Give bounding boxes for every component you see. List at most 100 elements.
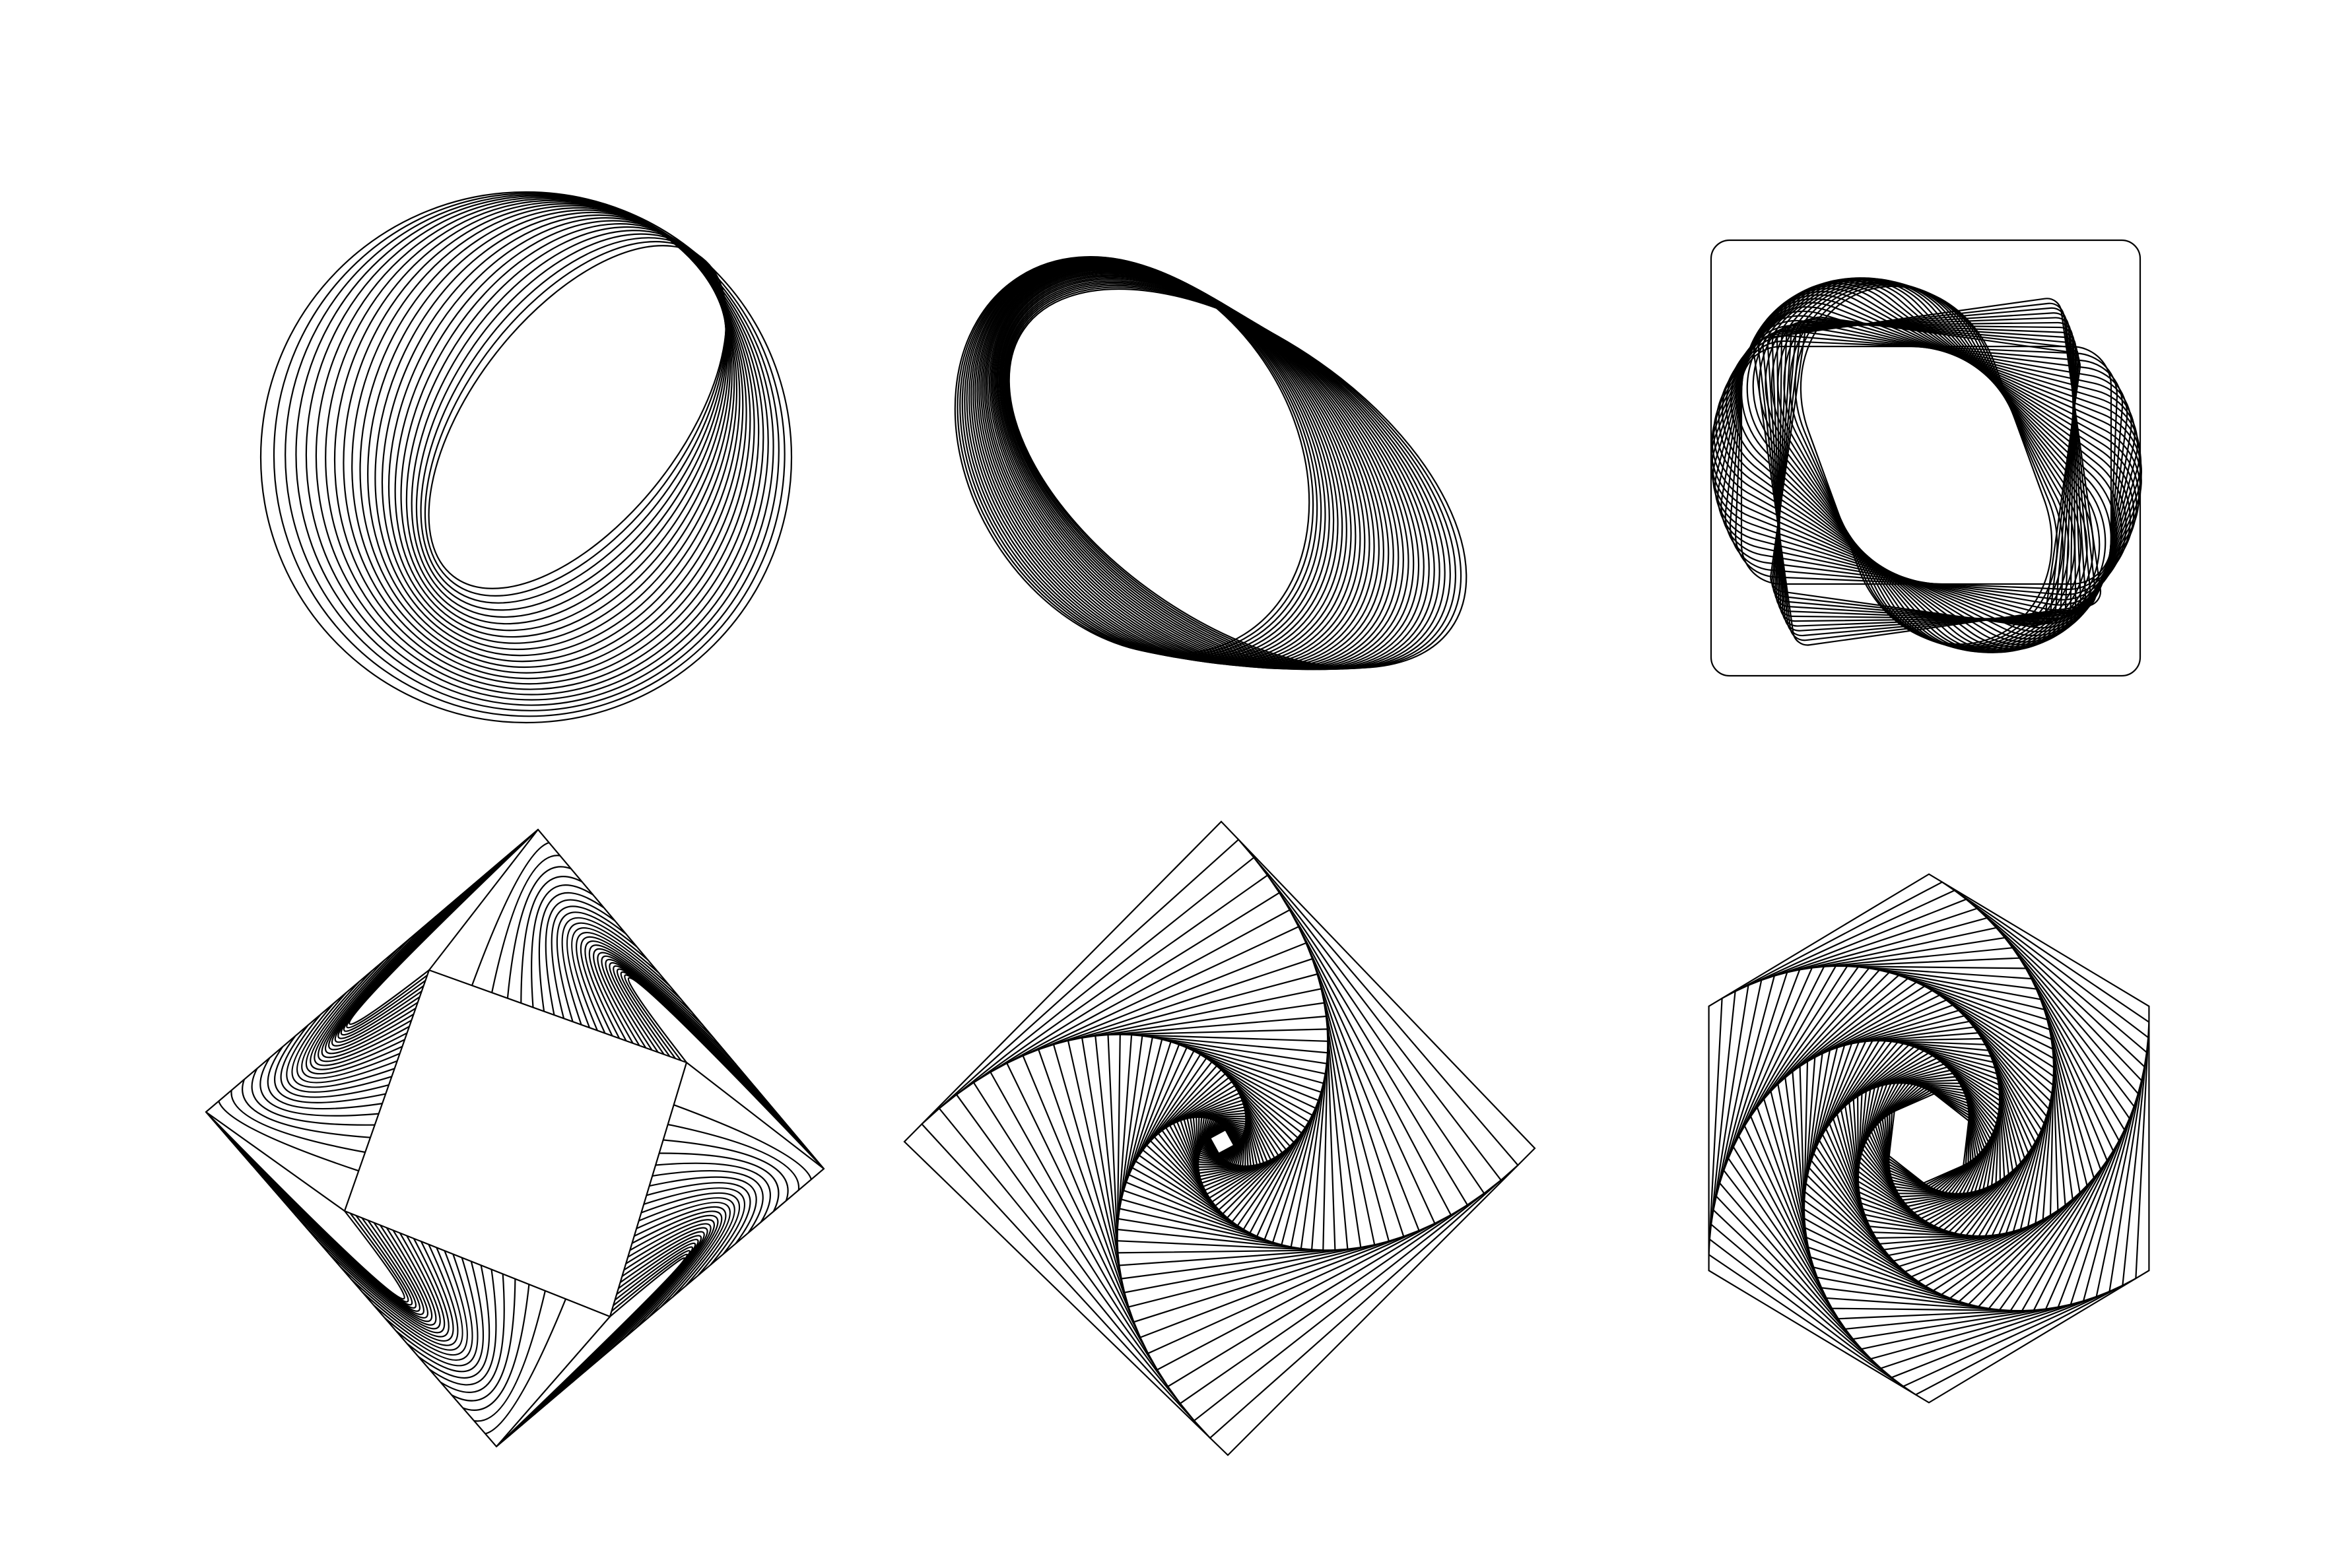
twist-line (496, 1257, 686, 1447)
square-spiral-line (1164, 1084, 1279, 1199)
hexagon-spiral-line (1868, 1082, 1990, 1194)
woven-ellipse-line (959, 256, 1318, 657)
hexagon-spiral-line (1865, 1079, 1993, 1198)
twist-line (406, 1261, 485, 1373)
woven-ellipse-line (992, 268, 1394, 669)
twist-line (474, 1290, 546, 1422)
hexagon-spiral-line (1712, 907, 2145, 1369)
hexagon-spiral-line (1848, 1047, 2009, 1229)
twist-line (291, 1002, 395, 1088)
woven-ellipse-line (1006, 284, 1457, 670)
twist-line (280, 1024, 389, 1098)
inner-square-line (1771, 317, 2082, 627)
twist-line (218, 1101, 359, 1172)
square-spiral-line (1196, 1115, 1249, 1168)
twist-line (428, 829, 539, 971)
twist-line (328, 1238, 450, 1338)
twist-line (646, 1182, 751, 1255)
twist-line (667, 1123, 799, 1191)
woven-ellipse-line (964, 257, 1326, 659)
nested-ellipse-line (273, 193, 786, 717)
rotated-rounded-square-line (1800, 285, 2053, 645)
twist-line (272, 1189, 428, 1319)
square-spiral-line (1118, 1036, 1326, 1248)
nested-ellipse-line (285, 194, 780, 711)
woven-ellipse-line (999, 275, 1425, 670)
hexagon-spiral-line (1806, 1009, 2052, 1268)
square-spiral-line (1197, 1116, 1247, 1167)
square-spiral-line (972, 892, 1469, 1388)
nested-ellipse-line (381, 214, 735, 651)
twist-line (205, 1111, 345, 1212)
woven-ellipse-line (1008, 288, 1467, 669)
twist-line (561, 917, 649, 1026)
square-spiral-line (1107, 1028, 1336, 1254)
twist-line (239, 1150, 417, 1309)
woven-ellipse-line (966, 257, 1330, 661)
hexagon-spiral-line (1825, 1040, 2033, 1237)
inner-square-line (1770, 316, 2081, 628)
twist-line (250, 1163, 421, 1312)
twist-line (609, 962, 770, 1104)
twist-line (339, 1241, 454, 1342)
hexagon-spiral-line (1810, 1020, 2048, 1257)
square-spiral-line (920, 838, 1519, 1439)
twist-line (613, 965, 781, 1117)
hexagon-spiral-line (1862, 1072, 1996, 1204)
twist-line (340, 861, 500, 1036)
twist-line (496, 1316, 611, 1447)
twist-line (318, 937, 411, 1062)
twist-line (417, 1265, 490, 1379)
inner-square-line (1777, 323, 2075, 620)
woven-ellipse-line (974, 259, 1347, 664)
square-spiral-line (1138, 1057, 1306, 1227)
square-spiral-line (1120, 1038, 1325, 1246)
square-spiral-line (1190, 1109, 1255, 1174)
twist-line (558, 1239, 699, 1394)
twist-line (301, 981, 401, 1079)
twist-line (296, 992, 398, 1084)
twist-line (531, 884, 593, 1008)
inner-square-line (1767, 312, 2087, 632)
twist-line (362, 1247, 463, 1351)
nested-ellipse-line (259, 191, 793, 724)
hexagon-spiral-line (1818, 1037, 2040, 1239)
nested-ellipse-line (420, 237, 727, 604)
hexagon-spiral-line (1860, 1066, 1998, 1211)
twist-line (267, 1046, 383, 1110)
hexagon-spiral-line (1804, 999, 2054, 1278)
hexagon-spiral-line (1763, 969, 2095, 1308)
hexagon-spiral-line (1708, 873, 2150, 1404)
hexagon-spiral-line (1710, 898, 2148, 1379)
hexagon-spiral-line (1799, 985, 2059, 1291)
square-spiral-line (1116, 1033, 1329, 1251)
twist-line (228, 1137, 413, 1306)
hexagon-spiral-line (1872, 1082, 1986, 1194)
twist-line (641, 1192, 741, 1276)
twist-line (314, 948, 408, 1066)
woven-ellipse-line (993, 269, 1399, 670)
woven-ellipse-line (961, 257, 1322, 659)
twist-line (506, 866, 572, 998)
twist-line (491, 855, 560, 993)
twist-line (605, 958, 758, 1092)
hexagon-spiral-line (1732, 957, 2126, 1320)
square-spiral-line (1192, 1112, 1252, 1171)
twist-line (609, 1223, 712, 1352)
woven-ellipse-line (988, 266, 1384, 669)
hexagon-spiral-line (1805, 1004, 2053, 1273)
square-spiral-line (1149, 1068, 1295, 1215)
hexagon-spiral-line (1803, 989, 2055, 1288)
woven-ellipse-line (1001, 277, 1430, 670)
nested-ellipse-line (428, 245, 727, 589)
square-spiral-line (1209, 1128, 1235, 1155)
twist-line (373, 1250, 468, 1356)
nested-ellipse-line (359, 207, 744, 669)
hexagon-spiral-line (1881, 1086, 1976, 1191)
twist-line (395, 1257, 479, 1367)
woven-ellipse-line (985, 264, 1375, 668)
twist-line (261, 1175, 424, 1315)
twist-line (649, 1176, 757, 1244)
square-spiral-line (1067, 988, 1376, 1293)
